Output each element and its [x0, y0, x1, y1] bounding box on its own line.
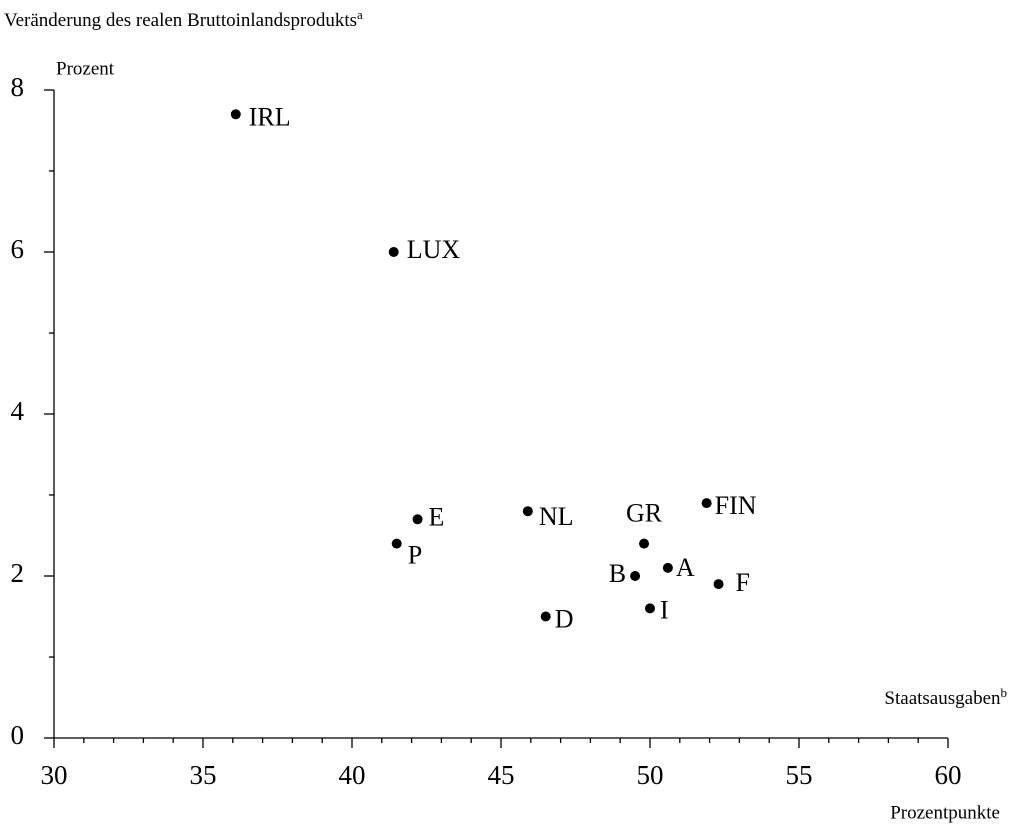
point	[540, 611, 551, 622]
x-axis-label: Staatsausgabenb	[884, 685, 1007, 709]
y-tick-label: 4	[11, 396, 25, 426]
chart-title: Veränderung des realen Bruttoinlandsprod…	[4, 7, 363, 31]
point-label: LUX	[407, 235, 461, 264]
point-label: GR	[626, 499, 663, 528]
point	[388, 247, 399, 257]
point	[713, 579, 724, 590]
x-tick-label: 30	[41, 760, 68, 790]
point	[662, 562, 673, 573]
y-tick-label: 0	[11, 720, 25, 750]
x-tick-label: 45	[488, 760, 515, 790]
point-label: D	[555, 604, 574, 633]
point	[645, 603, 655, 614]
x-tick-label: 60	[935, 760, 962, 790]
point-label: I	[660, 595, 669, 624]
x-tick-label: 40	[339, 760, 366, 790]
point	[630, 571, 641, 581]
x-label-note: b	[1001, 685, 1008, 700]
x-tick-label: 35	[190, 760, 217, 790]
x-axis-unit: Prozentpunkte	[890, 802, 1000, 823]
y-tick-label: 2	[11, 558, 25, 588]
point	[391, 538, 402, 549]
title-text: Veränderung des realen Bruttoinlandsprod…	[4, 10, 357, 31]
point-label: P	[408, 541, 422, 570]
y-tick-label: 8	[11, 72, 25, 102]
point	[230, 109, 241, 120]
y-tick-label: 6	[11, 234, 25, 264]
point-label: F	[736, 568, 750, 597]
point	[412, 514, 423, 525]
x-tick-label: 55	[786, 760, 813, 790]
title-note: a	[357, 7, 363, 22]
point	[701, 498, 712, 509]
x-label-text: Staatsausgaben	[884, 688, 1001, 709]
point-label: IRL	[249, 102, 291, 131]
point-label: E	[429, 502, 445, 531]
point-label: NL	[539, 502, 574, 531]
x-tick-label: 50	[637, 760, 664, 790]
point-label: B	[609, 559, 626, 588]
point-label: A	[676, 553, 695, 582]
y-axis-label: Prozent	[56, 58, 115, 79]
point	[639, 538, 650, 549]
point-label: FIN	[715, 491, 757, 520]
point	[522, 506, 533, 517]
